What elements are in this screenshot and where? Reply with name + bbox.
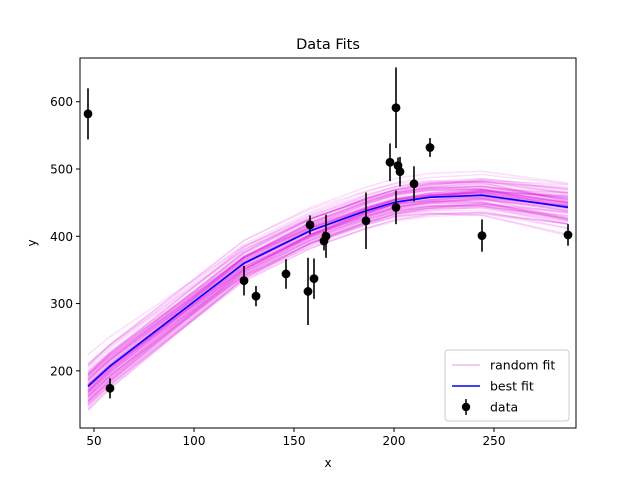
y-tick-label: 500: [50, 163, 73, 177]
data-point: [239, 265, 249, 296]
plot-area: [79, 57, 577, 429]
data-point: [425, 138, 435, 157]
data-point: [385, 143, 395, 182]
data-marker: [305, 220, 315, 230]
y-axis: 200 300 400 500 600: [50, 95, 80, 378]
data-point: [477, 219, 487, 252]
y-tick-label: 300: [50, 297, 73, 311]
data-marker: [409, 179, 419, 189]
data-point: [303, 257, 313, 326]
x-tick-label: 150: [283, 434, 306, 448]
data-point: [305, 215, 315, 235]
x-tick-label: 200: [383, 434, 406, 448]
data-point: [309, 258, 319, 299]
data-marker: [251, 291, 261, 301]
data-point: [391, 190, 401, 225]
x-tick-label: 100: [183, 434, 206, 448]
random-fit-line: [87, 170, 569, 366]
legend-random-fit-label: random fit: [490, 358, 555, 373]
x-axis: 50 100 150 200 250: [86, 428, 505, 448]
data-point: [105, 378, 115, 399]
y-tick-label: 200: [50, 364, 73, 378]
legend-best-fit-label: best fit: [490, 379, 534, 394]
data-marker: [563, 230, 573, 240]
legend: random fit best fit data: [444, 349, 570, 422]
y-axis-label: y: [25, 239, 39, 246]
data-marker: [391, 202, 401, 212]
data-marker: [105, 383, 115, 393]
legend-data-label: data: [490, 400, 518, 415]
random-fit-line: [87, 180, 569, 367]
data-marker: [391, 103, 401, 113]
x-tick-label: 250: [483, 434, 506, 448]
data-point: [391, 67, 401, 149]
data-point: [321, 214, 331, 258]
chart-title: Data Fits: [296, 37, 360, 53]
legend-frame: [444, 349, 570, 422]
data-point: [361, 192, 371, 250]
data-marker: [281, 269, 291, 279]
x-axis-label: x: [324, 456, 331, 470]
data-marker: [395, 167, 405, 177]
random-fit-line: [87, 173, 569, 365]
y-tick-label: 600: [50, 95, 73, 109]
data-marker: [309, 274, 319, 284]
data-marker: [303, 287, 313, 296]
data-marker: [321, 231, 331, 241]
y-tick-label: 400: [50, 230, 73, 244]
plot-frame: [79, 57, 577, 429]
data-point: [563, 224, 573, 246]
data-marker: [239, 276, 249, 286]
legend-data-marker: [461, 402, 471, 412]
data-point: [281, 259, 291, 289]
data-point: [83, 88, 93, 140]
x-tick-label: 50: [86, 434, 101, 448]
data-marker: [83, 109, 93, 119]
data-marker: [361, 216, 371, 226]
data-marker: [477, 231, 487, 241]
data-marker: [425, 143, 435, 152]
data-point: [395, 156, 405, 187]
data-point: [409, 166, 419, 202]
data-layer: [83, 67, 573, 399]
data-point: [251, 286, 261, 307]
data-marker: [385, 157, 395, 167]
